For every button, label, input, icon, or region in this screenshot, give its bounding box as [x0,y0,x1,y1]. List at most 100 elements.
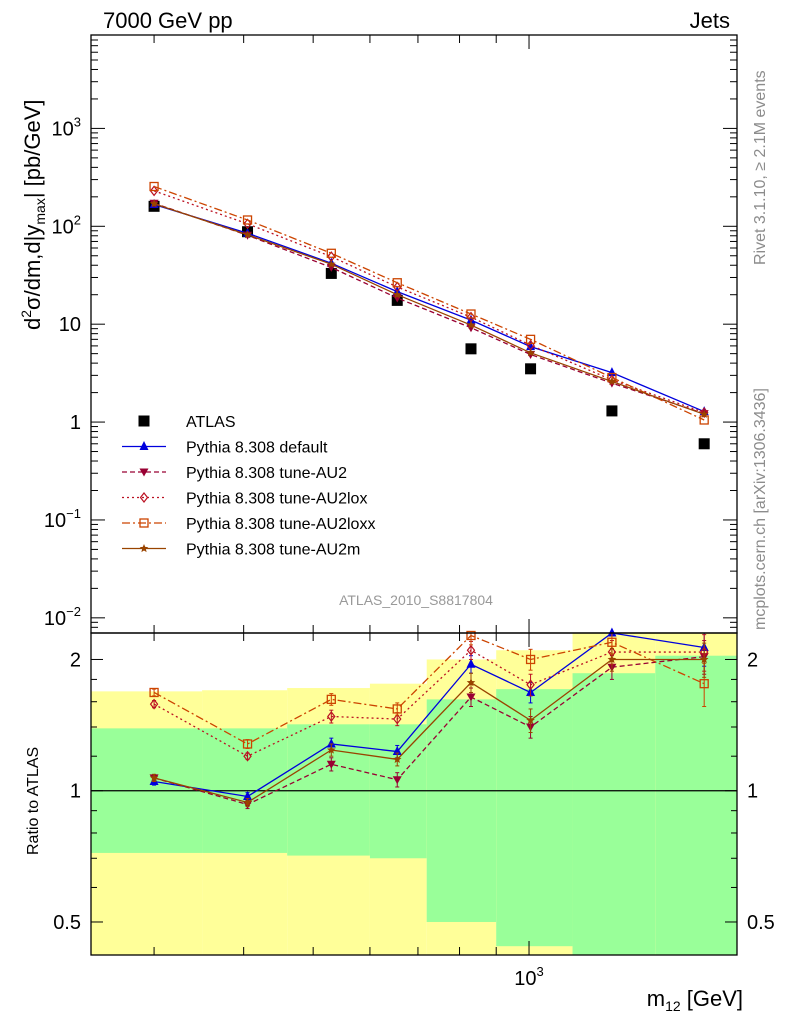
ratio-point [392,746,402,756]
ratio-point [466,693,476,702]
legend-marker [139,518,149,528]
legend-marker [139,468,149,477]
main-series-line [153,202,705,415]
legend-marker [139,544,149,553]
x-axis-label: m12 [GeV] [647,986,743,1014]
data-point [465,343,477,355]
main-series-line [153,185,705,421]
legend-marker [139,441,149,450]
mc-point [466,314,476,324]
mc-point [393,290,402,299]
ratio-band-inner [496,689,573,947]
mc-point [392,294,402,303]
ratio-point [525,654,536,665]
mc-point [466,309,476,319]
data-point [325,267,337,279]
main-series-line [153,203,705,413]
ratio-point [392,776,402,785]
mc-point [243,218,252,230]
main-ytick-label: 10 [59,314,81,336]
ratio-point [243,790,253,800]
ratio-point [392,704,402,714]
ratio-point [327,745,336,754]
main-ytick-label: 102 [52,212,81,238]
ratio-band-inner [655,655,737,955]
analysis-id: ATLAS_2010_S8817804 [339,592,493,608]
ratio-point [526,715,535,724]
mcplots-label: mcplots.cern.ch [arXiv:1306.3436] [752,388,769,630]
ratio-point [242,739,253,749]
mc-point [242,215,253,225]
header-left: 7000 GeV pp [103,8,233,33]
legend: ATLAS Pythia 8.308 default Pythia 8.308 tu… [122,414,375,559]
ratio-point [699,679,709,689]
mc-point [699,407,709,419]
mc-point [327,259,336,268]
mc-point [525,334,536,344]
rivet-label: Rivet 3.1.10, ≥ 2.1M events [752,70,769,265]
ratio-band-inner [426,699,497,922]
ratio-point [607,637,617,647]
legend-label: Pythia 8.308 default [186,440,328,457]
ratio-point [466,658,476,668]
legend-marker [139,492,149,503]
ratio-series-line [153,649,705,757]
ratio-ylabel: Ratio to ATLAS [25,747,42,855]
ratio-ytick-label: 0.5 [53,912,81,934]
data-point [606,405,618,417]
mc-point [326,248,336,258]
ratio-point [466,644,476,656]
ratio-series-line [153,632,705,798]
mc-point [243,230,252,239]
mc-point [392,278,402,288]
mc-point [466,320,476,329]
ratio-point [393,754,402,763]
ratio-point [326,694,336,705]
ratio-point [699,655,709,664]
ratio-point [326,738,336,748]
ratio-ytick-label: 2 [70,649,81,671]
legend-label: Pythia 8.308 tune-AU2loxx [186,516,375,533]
ratio-ytick-label: 1 [747,781,758,803]
ratio-point [392,713,402,725]
ratio-ytick-label: 2 [747,649,758,671]
ratio-series-line [153,634,705,745]
header-right: Jets [690,8,730,33]
mc-point [699,409,709,418]
main-series-line [153,190,705,414]
legend-label: Pythia 8.308 tune-AU2lox [186,491,367,508]
xtick-label: 103 [514,964,543,990]
ratio-point [607,655,617,664]
main-ytick-label: 1 [70,412,81,434]
ratio-point [327,711,336,722]
mc-point [526,341,536,351]
ratio-ytick-label: 1 [70,781,81,803]
ratio-point [149,698,159,710]
ratio-point [466,678,476,687]
ratio-point [149,687,159,698]
ratio-band-inner [572,673,656,955]
legend-label: Pythia 8.308 tune-AU2m [186,542,360,559]
data-point [525,363,537,375]
main-ytick-label: 10−1 [44,506,81,532]
ratio-point [607,627,617,637]
ratio-point [243,750,252,762]
ratio-point [149,773,159,782]
ratio-plot: 0.5 0.5 1 1 2 2 103 [53,627,775,990]
legend-marker [138,415,150,427]
mc-point [149,199,159,208]
legend-label: Pythia 8.308 tune-AU2 [186,465,347,482]
main-ytick-label: 103 [52,114,81,140]
main-plot: 10−2 10−1 1 10 102 103 [44,34,738,634]
mc-point [526,348,535,357]
main-series-line [153,203,705,415]
mc-point [149,181,159,192]
legend-label: ATLAS [186,414,236,431]
ratio-series-line [153,658,705,804]
ratio-point [526,679,535,691]
data-point [698,438,710,450]
mc-point [607,376,617,386]
main-ylabel: d2σ/dm,d|ymax| [pb/GeV] [18,100,48,330]
ratio-ytick-label: 0.5 [747,912,775,934]
